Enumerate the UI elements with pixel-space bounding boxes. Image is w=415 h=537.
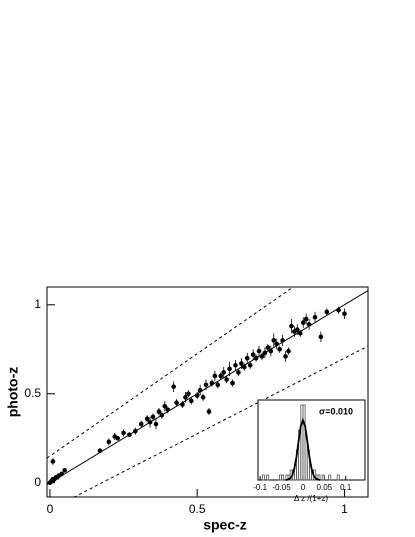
histogram-bar	[281, 474, 285, 481]
point	[324, 309, 330, 315]
histogram-bar	[321, 474, 325, 481]
point	[159, 412, 165, 418]
point	[215, 382, 221, 388]
point	[106, 439, 112, 445]
point	[171, 384, 176, 389]
point	[115, 435, 120, 441]
point	[236, 370, 241, 375]
point	[212, 373, 218, 379]
x-tick-label: 0.5	[189, 502, 206, 516]
point	[50, 478, 56, 484]
point	[189, 398, 194, 404]
point	[233, 363, 238, 368]
inset-x-axis-title: Δ z /(1+z)	[294, 494, 328, 503]
fit-curve	[285, 417, 321, 481]
point	[97, 448, 103, 454]
x-tick-label: 0.05	[317, 483, 333, 492]
point	[186, 391, 191, 397]
point	[150, 414, 156, 420]
point	[283, 354, 288, 359]
point	[250, 352, 256, 357]
point	[262, 350, 268, 356]
point	[144, 416, 150, 421]
x-tick-label: -0.05	[272, 483, 291, 492]
point	[342, 311, 347, 316]
sigma-annotation: σ=0.010	[319, 406, 353, 416]
point	[286, 348, 291, 354]
point	[312, 314, 318, 320]
point	[259, 354, 265, 359]
point	[271, 338, 277, 343]
point	[203, 382, 209, 388]
point	[295, 327, 300, 333]
x-tick-label: 0	[47, 502, 54, 516]
point	[127, 432, 132, 438]
point	[165, 407, 171, 413]
point	[197, 387, 203, 393]
x-tick-label: 0.1	[340, 483, 352, 492]
point	[209, 380, 215, 386]
reference-line	[73, 345, 368, 497]
point	[336, 307, 341, 313]
point	[162, 403, 168, 409]
point	[218, 373, 224, 379]
point	[306, 322, 312, 327]
point	[244, 355, 250, 361]
point	[247, 363, 253, 368]
point	[265, 345, 271, 350]
point	[268, 348, 274, 354]
point	[277, 346, 282, 352]
point	[242, 364, 247, 370]
x-tick-label: 0	[301, 483, 306, 492]
point	[200, 395, 206, 400]
point	[297, 330, 303, 336]
point	[230, 380, 235, 386]
plot-area	[47, 287, 368, 497]
point	[256, 348, 262, 354]
point	[224, 377, 229, 382]
point	[183, 395, 188, 400]
point	[133, 428, 138, 434]
histogram-bar	[336, 474, 340, 481]
y-axis-title: photo-z	[5, 367, 21, 418]
point	[153, 421, 159, 427]
point	[50, 459, 56, 464]
point	[280, 338, 285, 343]
y-tick-label: 1	[34, 297, 41, 311]
x-tick-label: -0.1	[253, 483, 267, 492]
point	[174, 400, 179, 405]
point	[289, 323, 294, 329]
point	[227, 366, 232, 372]
point	[221, 370, 226, 375]
point	[138, 421, 144, 427]
point	[59, 471, 65, 477]
point	[303, 316, 309, 322]
point	[274, 341, 280, 347]
point	[300, 320, 306, 325]
x-axis-title: spec-z	[203, 517, 247, 533]
histogram-bar	[266, 474, 270, 481]
point	[318, 334, 324, 340]
inset: -0.1 -0.05 0 0.05 0.1	[253, 404, 352, 492]
y-tick-label: 0	[34, 475, 41, 489]
histogram-bar	[328, 474, 332, 481]
point	[206, 409, 212, 414]
axes: 0 0.5 1 0 0.5 1	[24, 297, 348, 516]
point	[121, 430, 126, 436]
point	[180, 402, 185, 407]
point	[147, 419, 153, 425]
histogram-bar	[261, 474, 265, 481]
point	[156, 409, 162, 414]
plot-frame	[46, 286, 369, 498]
point	[62, 468, 67, 473]
point	[253, 355, 259, 361]
point	[239, 361, 244, 366]
x-tick-label: 1	[341, 502, 348, 516]
point	[194, 393, 200, 398]
y-tick-label: 0.5	[24, 386, 41, 400]
